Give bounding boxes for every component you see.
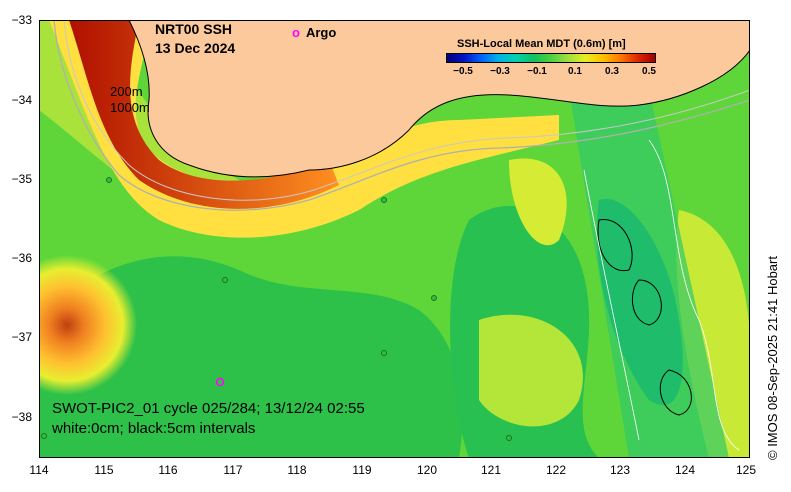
contour-black bbox=[631, 279, 662, 326]
map-title-product: NRT00 SSH bbox=[155, 21, 233, 37]
argo-legend-label: Argo bbox=[305, 25, 337, 40]
colorbar-tick: 0.5 bbox=[642, 66, 656, 77]
contour-black bbox=[659, 369, 692, 416]
argo-legend-icon: o bbox=[292, 25, 300, 40]
y-tick-label: −34 bbox=[11, 93, 32, 107]
colorbar-tick: −0.1 bbox=[527, 66, 547, 77]
drifter-marker bbox=[41, 433, 47, 439]
leeuwin-current-core bbox=[69, 20, 339, 209]
colorbar-title: SSH-Local Mean MDT (0.6m) [m] bbox=[457, 38, 626, 50]
x-tick-label: 123 bbox=[609, 463, 631, 477]
y-tick-label: −33 bbox=[11, 13, 32, 27]
drifter-marker bbox=[222, 277, 228, 283]
map-title: NRT00 SSH 13 Dec 2024 bbox=[155, 20, 235, 58]
drifter-marker bbox=[381, 350, 387, 356]
swot-caption: SWOT-PIC2_01 cycle 025/284; 13/12/24 02:… bbox=[52, 399, 365, 439]
drifter-marker bbox=[106, 177, 112, 183]
y-tick-label: −36 bbox=[11, 251, 32, 265]
ssh-region bbox=[39, 256, 463, 458]
y-tick-label: −35 bbox=[11, 172, 32, 186]
map-title-date: 13 Dec 2024 bbox=[155, 40, 236, 56]
contour-legend-text: white:0cm; black:5cm intervals bbox=[52, 420, 256, 437]
x-tick-label: 119 bbox=[352, 463, 372, 477]
ssh-region bbox=[509, 158, 567, 246]
y-tick-label: −37 bbox=[11, 330, 32, 344]
contour-black bbox=[597, 219, 633, 272]
argo-float bbox=[215, 377, 225, 387]
colorbar-tick: 0.3 bbox=[605, 66, 619, 77]
isobath-line bbox=[53, 19, 751, 211]
drifter-marker bbox=[506, 435, 512, 441]
swot-swath bbox=[597, 198, 683, 406]
isobath-line bbox=[63, 19, 751, 201]
argo-legend: o Argo bbox=[292, 25, 336, 40]
colorbar bbox=[446, 53, 656, 63]
ssh-region bbox=[479, 314, 583, 427]
map-frame bbox=[39, 20, 750, 458]
isobath-labels: 200m 1000m bbox=[110, 84, 150, 116]
colorbar-tick: −0.3 bbox=[490, 66, 510, 77]
swot-cycle-text: SWOT-PIC2_01 cycle 025/284; 13/12/24 02:… bbox=[52, 400, 365, 417]
x-tick-label: 118 bbox=[287, 463, 307, 477]
x-tick-label: 120 bbox=[416, 463, 438, 477]
x-tick-label: 117 bbox=[223, 463, 243, 477]
x-tick-label: 116 bbox=[158, 463, 178, 477]
drifter-marker bbox=[381, 197, 387, 203]
x-tick-label: 124 bbox=[674, 463, 696, 477]
imos-credit: © IMOS 08-Sep-2025 21:41 Hobart bbox=[765, 256, 780, 460]
contour-white bbox=[583, 169, 640, 441]
isobath-200-label: 200m bbox=[110, 84, 143, 99]
colorbar-tick: 0.1 bbox=[568, 66, 582, 77]
x-tick-label: 125 bbox=[735, 463, 757, 477]
x-tick-label: 114 bbox=[29, 463, 49, 477]
x-tick-label: 121 bbox=[480, 463, 502, 477]
isobath-1000-label: 1000m bbox=[110, 100, 150, 115]
x-tick-label: 122 bbox=[545, 463, 567, 477]
x-tick-label: 115 bbox=[94, 463, 114, 477]
contour-white bbox=[648, 139, 740, 451]
drifter-marker bbox=[431, 295, 437, 301]
colorbar-tick: −0.5 bbox=[453, 66, 473, 77]
y-tick-label: −38 bbox=[11, 410, 32, 424]
